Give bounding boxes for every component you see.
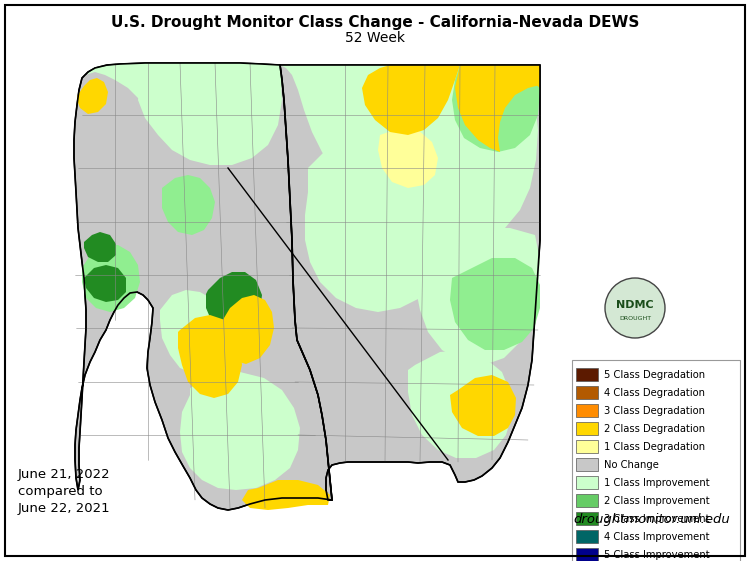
Bar: [576, 476, 598, 489]
Text: 2 Class Degradation: 2 Class Degradation: [604, 424, 705, 434]
Polygon shape: [160, 290, 230, 374]
Polygon shape: [362, 65, 460, 135]
Text: NDMC: NDMC: [616, 300, 654, 310]
Polygon shape: [495, 65, 540, 88]
Polygon shape: [450, 375, 516, 436]
Text: 1 Class Improvement: 1 Class Improvement: [604, 477, 709, 488]
Polygon shape: [408, 350, 512, 458]
Polygon shape: [455, 65, 540, 152]
Polygon shape: [178, 315, 242, 398]
Polygon shape: [84, 232, 116, 262]
Circle shape: [605, 278, 665, 338]
Bar: [576, 440, 598, 453]
Polygon shape: [220, 295, 274, 364]
Bar: [576, 530, 598, 543]
Bar: [576, 404, 598, 417]
Text: 2 Class Improvement: 2 Class Improvement: [604, 495, 709, 505]
Polygon shape: [162, 175, 215, 235]
Text: DROUGHT: DROUGHT: [619, 315, 651, 320]
Polygon shape: [280, 65, 538, 250]
Polygon shape: [138, 68, 282, 165]
Bar: [576, 368, 598, 381]
Polygon shape: [415, 228, 540, 365]
Text: 4 Class Improvement: 4 Class Improvement: [604, 531, 709, 541]
Text: droughtmonitor.unl.edu: droughtmonitor.unl.edu: [573, 513, 730, 527]
Bar: [576, 422, 598, 435]
Bar: [576, 548, 598, 561]
Polygon shape: [378, 128, 438, 188]
Bar: [576, 458, 598, 471]
Text: 52 Week: 52 Week: [345, 31, 405, 45]
Bar: [576, 386, 598, 399]
Polygon shape: [77, 78, 108, 114]
Polygon shape: [280, 65, 540, 500]
Polygon shape: [74, 63, 332, 510]
Polygon shape: [206, 272, 262, 332]
Text: U.S. Drought Monitor Class Change - California-Nevada DEWS: U.S. Drought Monitor Class Change - Cali…: [111, 15, 639, 30]
Polygon shape: [452, 65, 540, 152]
Text: 3 Class Improvement: 3 Class Improvement: [604, 513, 709, 523]
Polygon shape: [305, 138, 450, 312]
Bar: [576, 512, 598, 525]
Bar: [576, 494, 598, 507]
Text: 4 Class Degradation: 4 Class Degradation: [604, 388, 705, 398]
Text: June 21, 2022
compared to
June 22, 2021: June 21, 2022 compared to June 22, 2021: [18, 468, 111, 515]
Text: 5 Class Degradation: 5 Class Degradation: [604, 370, 705, 379]
Polygon shape: [450, 258, 540, 350]
Bar: [572, 360, 740, 561]
Text: 5 Class Improvement: 5 Class Improvement: [604, 550, 709, 559]
Polygon shape: [82, 245, 140, 312]
Text: 3 Class Degradation: 3 Class Degradation: [604, 406, 705, 416]
Polygon shape: [84, 265, 126, 302]
Polygon shape: [82, 63, 282, 150]
Polygon shape: [242, 480, 330, 510]
Polygon shape: [180, 372, 300, 490]
Text: 1 Class Degradation: 1 Class Degradation: [604, 442, 705, 452]
Text: No Change: No Change: [604, 459, 658, 470]
